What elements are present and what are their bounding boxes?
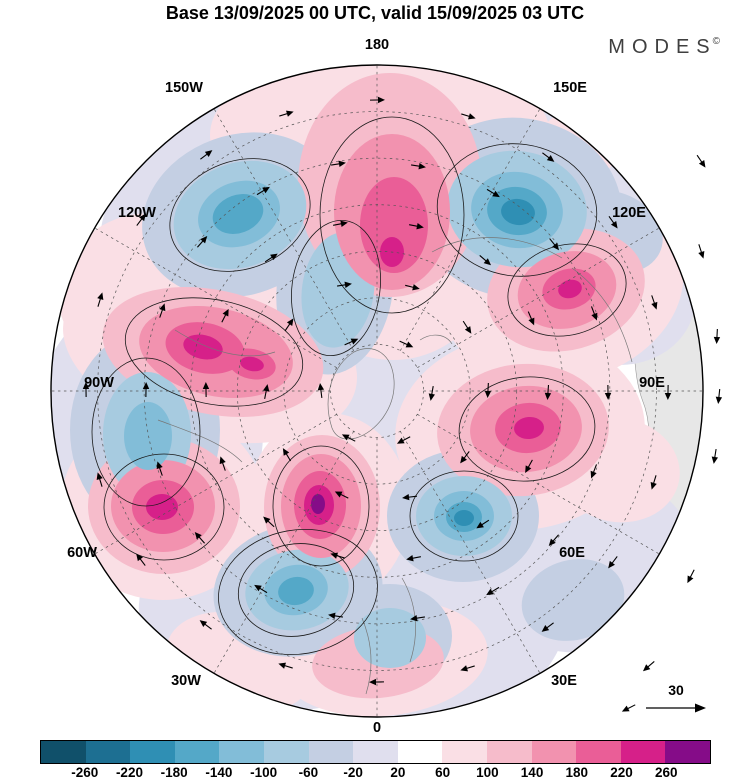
colorbar-cell — [620, 741, 666, 763]
lon-label-0: 0 — [372, 720, 382, 736]
colorbar-cell — [308, 741, 354, 763]
reference-arrow — [646, 703, 706, 713]
colorbar-cell — [665, 741, 710, 763]
colorbar-tick-label: -260 — [71, 765, 99, 780]
colorbar-tick-label: -60 — [298, 765, 319, 780]
lon-label-120e: 120E — [612, 205, 646, 221]
colorbar-cell — [397, 741, 443, 763]
colorbar-ticks: -260 -220 -180 -140 -100 -60 -20 20 60 100 140 180 2… — [40, 765, 711, 783]
colorbar-cell — [531, 741, 577, 763]
wind-arrows — [82, 96, 723, 712]
colorbar-cell — [130, 741, 175, 763]
lon-label-150w: 150W — [165, 80, 203, 96]
lon-label-60w: 60W — [67, 545, 97, 561]
colorbar-tick-label: 140 — [520, 765, 544, 780]
colorbar-tick-label: -20 — [343, 765, 363, 780]
map-boundary-circle — [50, 64, 704, 718]
colorbar-tick-label: 180 — [565, 765, 589, 780]
lon-label-30e: 30E — [551, 673, 577, 689]
colorbar-cell — [576, 741, 621, 763]
colorbar-cell — [353, 741, 398, 763]
colorbar-tick-label: 220 — [610, 765, 633, 780]
reference-arrow-label: 30 — [668, 682, 684, 698]
graticule — [51, 65, 703, 717]
page-title: Base 13/09/2025 00 UTC, valid 15/09/2025… — [165, 3, 585, 23]
colorbar-tick-label: -180 — [160, 765, 188, 780]
colorbar-cell — [219, 741, 264, 763]
colorbar-cell — [442, 741, 487, 763]
colorbar-cell — [263, 741, 309, 763]
modes-logo: MODES© — [608, 36, 720, 59]
lon-label-30w: 30W — [171, 673, 201, 689]
contour-lines — [91, 116, 627, 656]
lon-label-60e: 60E — [559, 545, 585, 561]
colorbar — [40, 740, 711, 764]
lon-label-90e: 90E — [639, 375, 665, 391]
modes-logo-text: MODES — [608, 36, 717, 58]
anomaly-fill-layer — [51, 65, 695, 717]
colorbar-tick-label: -140 — [205, 765, 233, 780]
colorbar-tick-label: -220 — [115, 765, 143, 780]
colorbar-tick-label: 100 — [476, 765, 499, 780]
copyright-mark: © — [712, 36, 720, 47]
colorbar-tick-label: -100 — [250, 765, 278, 780]
lon-label-120w: 120W — [118, 205, 156, 221]
colorbar-cell — [174, 741, 220, 763]
colorbar-cell — [85, 741, 131, 763]
colorbar-tick-label: 60 — [435, 765, 451, 780]
lon-label-150e: 150E — [553, 80, 587, 96]
lon-label-90w: 90W — [84, 375, 114, 391]
lon-label-180: 180 — [364, 37, 390, 53]
colorbar-cell — [486, 741, 532, 763]
colorbar-cell — [41, 741, 86, 763]
colorbar-tick-label: 20 — [390, 765, 406, 780]
colorbar-tick-label: 260 — [655, 765, 678, 780]
